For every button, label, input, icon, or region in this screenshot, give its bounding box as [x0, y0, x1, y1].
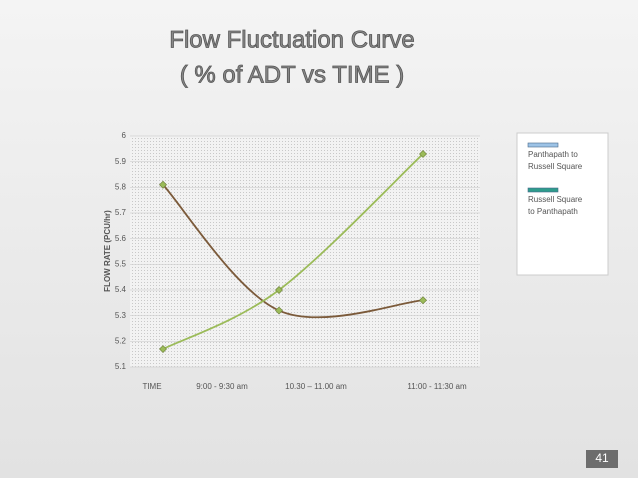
y-tick-label: 5.7: [115, 208, 127, 217]
y-tick-label: 5.9: [115, 157, 127, 166]
slide-number-box: [586, 450, 618, 468]
x-tick-label: 10.30 – 11.00 am: [285, 382, 347, 391]
y-tick-label: 5.6: [115, 234, 127, 243]
plot-area: [130, 136, 480, 367]
series-line: [162, 153, 424, 350]
y-tick-label: 5.4: [115, 285, 127, 294]
y-tick-label: 5.8: [115, 182, 127, 191]
y-tick-label: 5.2: [115, 336, 127, 345]
data-point: [419, 296, 427, 305]
data-point: [419, 150, 427, 158]
data-point: [275, 286, 283, 294]
y-tick-label: 6: [122, 131, 127, 140]
legend-label-line: Russell Square: [528, 162, 583, 171]
legend-label-line: to Panthapath: [528, 207, 578, 216]
legend-swatch: [527, 187, 559, 193]
x-tick-label: 9:00 - 9:30 am: [196, 382, 248, 391]
legend: [516, 132, 609, 276]
data-point: [159, 345, 167, 353]
y-tick-label: 5.3: [115, 311, 127, 320]
legend-label: Panthapath to Russell Square: [528, 150, 583, 171]
data-point: [275, 306, 283, 315]
legend-label-line: Russell Square: [528, 195, 583, 204]
data-point: [159, 180, 167, 189]
x-axis-label: TIME: [142, 382, 161, 391]
slide-number: 41: [595, 451, 609, 465]
legend-swatch: [527, 142, 559, 148]
y-axis-label: FLOW RATE (PCU/hr): [103, 210, 112, 292]
subtitle: ( % of ADT vs TIME ): [180, 61, 404, 88]
legend-label: Russell Square to Panthapath: [528, 195, 583, 216]
x-tick-label: 11:00 - 11:30 am: [407, 382, 467, 391]
legend-label-line: Panthapath to: [528, 150, 578, 159]
title: Flow Fluctuation Curve: [169, 26, 414, 53]
y-tick-label: 5.1: [115, 362, 127, 371]
y-tick-label: 5.5: [115, 259, 127, 268]
